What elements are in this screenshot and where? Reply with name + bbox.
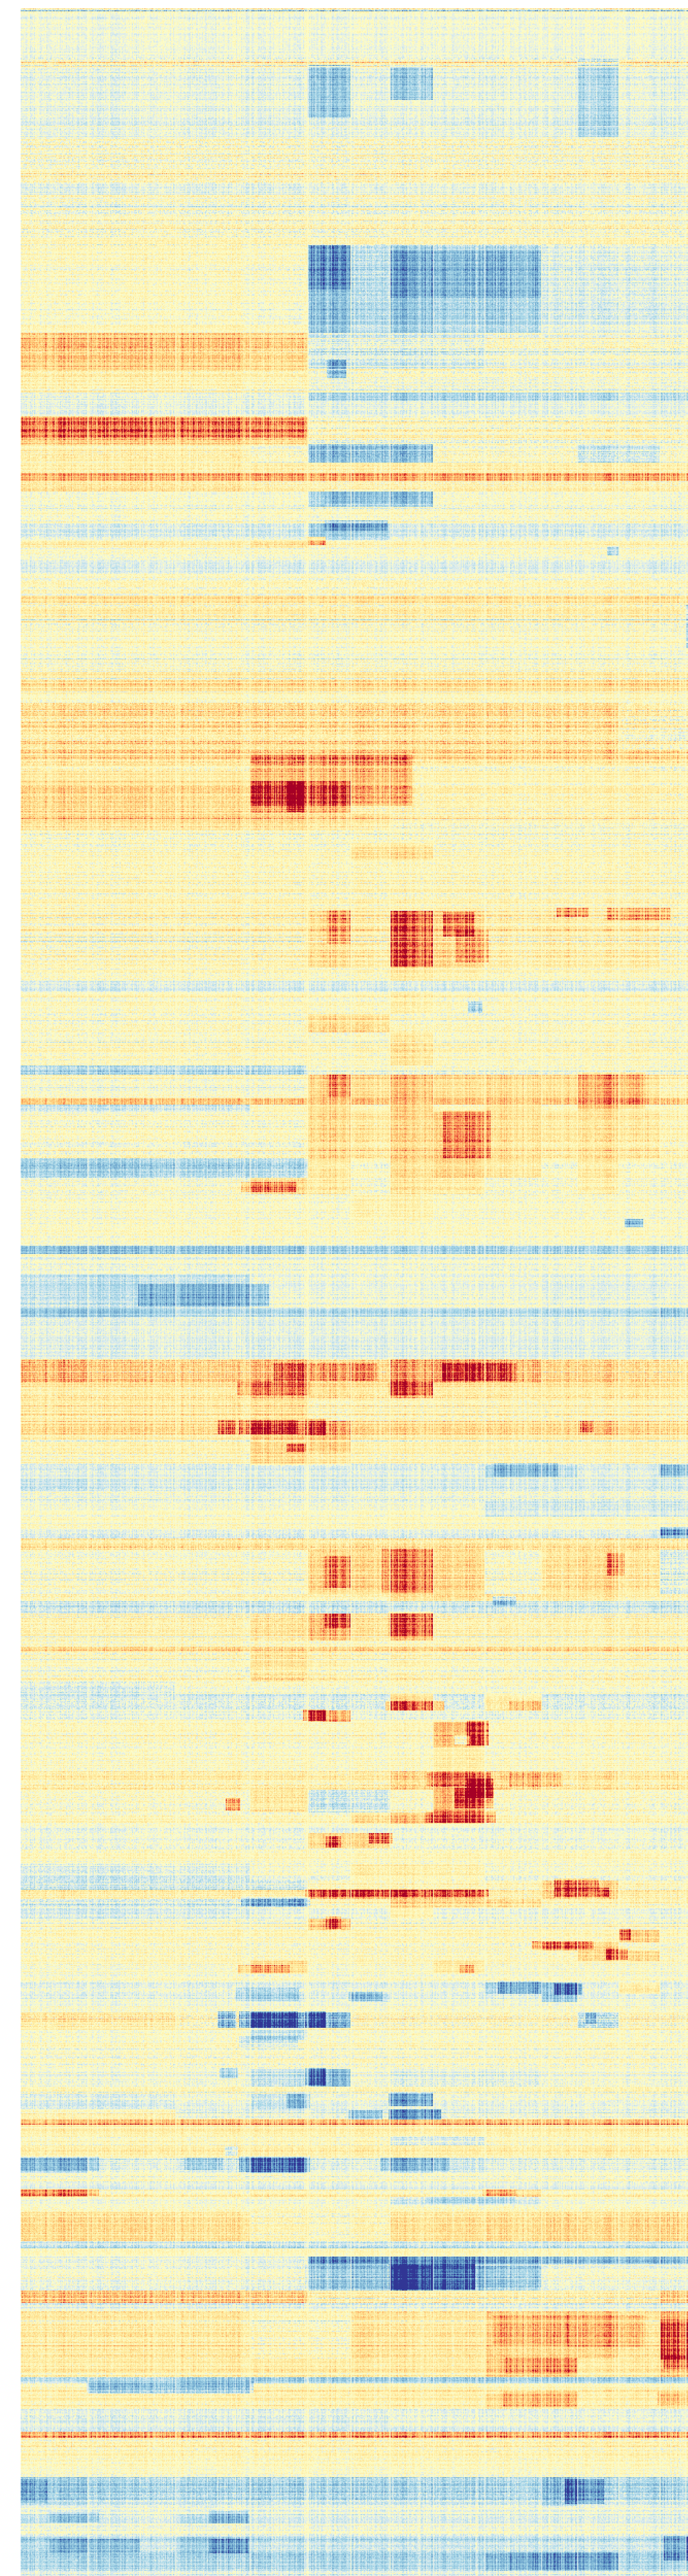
heatmap-figure — [21, 8, 688, 2576]
expression-heatmap-canvas — [21, 8, 688, 2576]
